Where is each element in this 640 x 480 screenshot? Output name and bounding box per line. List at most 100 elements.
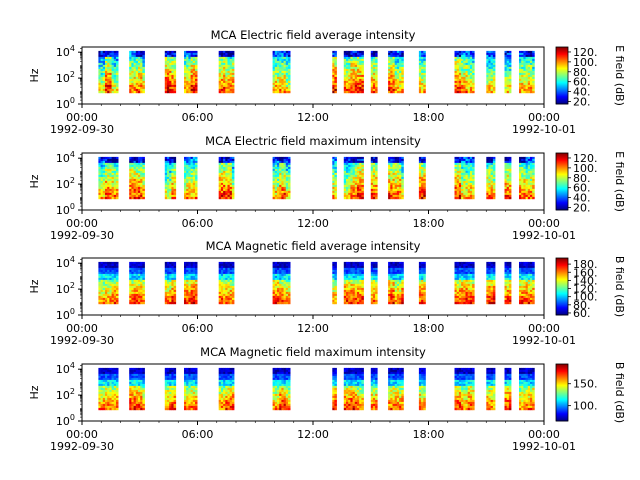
colorbar-swatch	[556, 166, 568, 168]
colorbar-swatch	[556, 189, 568, 191]
x-tick-label: 00:00	[66, 428, 98, 441]
data-block	[218, 261, 235, 305]
x-tick-label: 06:00	[182, 217, 214, 230]
data-block	[272, 367, 291, 411]
colorbar-swatch	[556, 200, 568, 202]
data-block	[486, 367, 496, 411]
colorbar-swatch	[556, 311, 568, 313]
colorbar-swatch	[556, 75, 568, 77]
y-tick-label: 100	[56, 202, 75, 217]
plot-frame	[81, 152, 545, 211]
colorbar-swatch	[556, 384, 568, 387]
x-tick-label: 00:00	[66, 111, 98, 124]
colorbar-swatch	[556, 161, 568, 163]
x-tick-label: 18:00	[413, 428, 445, 441]
y-tick-label: 100	[56, 96, 75, 111]
colorbar-swatch	[556, 160, 568, 162]
data-block	[218, 367, 235, 411]
colorbar-swatch	[556, 396, 568, 398]
data-block	[184, 261, 198, 305]
colorbar-swatch	[556, 171, 568, 173]
colorbar-swatch	[556, 388, 568, 391]
data-block	[454, 50, 475, 94]
x-tick-label: 12:00	[297, 111, 329, 124]
colorbar-swatch	[556, 177, 568, 180]
colorbar-swatch	[556, 176, 568, 179]
data-block	[454, 261, 475, 305]
colorbar-swatch	[556, 58, 568, 60]
y-tick-label: 102	[56, 176, 75, 191]
colorbar: 20.40.60.80.100.120. E field (dB)	[555, 45, 626, 109]
colorbar-swatch	[556, 51, 568, 54]
panel-1: MCA Electric field average intensity 100 1…	[28, 28, 626, 136]
colorbar: 100. 150. B field (dB)	[555, 362, 626, 423]
colorbar-swatch	[556, 72, 568, 74]
colorbar-swatch	[556, 278, 568, 281]
colorbar-swatch	[556, 397, 568, 399]
data-block	[343, 261, 364, 305]
colorbar-swatch	[556, 403, 568, 406]
x-tick-label: 00:00	[528, 111, 560, 124]
colorbar-swatch	[556, 67, 568, 70]
colorbar-swatch	[556, 203, 568, 205]
y-axis-label: Hz	[28, 385, 41, 399]
colorbar-swatch	[556, 195, 568, 198]
colorbar-swatch	[556, 301, 568, 304]
colorbar-swatch	[556, 387, 568, 390]
colorbar-swatch	[556, 383, 568, 386]
colorbar-swatch	[556, 187, 568, 189]
colorbar-swatch	[556, 95, 568, 97]
data-block	[272, 261, 291, 305]
colorbar-swatch	[556, 258, 568, 261]
data-block	[504, 261, 512, 305]
colorbar-swatch	[556, 155, 568, 158]
data-block	[454, 156, 475, 200]
colorbar-swatch	[556, 76, 568, 78]
x-tick-label: 18:00	[413, 322, 445, 335]
data-block	[370, 50, 378, 94]
colorbar-swatch	[556, 175, 568, 178]
colorbar-swatch	[556, 290, 568, 292]
colorbar-tick-label: 120.	[573, 283, 598, 296]
colorbar-swatch	[556, 271, 568, 273]
colorbar-swatch	[556, 386, 568, 389]
colorbar-swatch	[556, 70, 568, 73]
data-block	[218, 156, 235, 200]
colorbar-swatch	[556, 85, 568, 88]
colorbar-swatch	[556, 100, 568, 102]
colorbar-swatch	[556, 48, 568, 51]
colorbar-tick-label: 40.	[573, 192, 591, 205]
plot-frame	[81, 46, 545, 105]
colorbar-swatch	[556, 181, 568, 183]
colorbar-swatch	[556, 281, 568, 284]
colorbar-swatch	[556, 412, 568, 414]
colorbar-swatch	[556, 406, 568, 409]
data-block	[164, 261, 177, 305]
colorbar-frame	[555, 152, 569, 211]
colorbar-swatch	[556, 202, 568, 204]
data-block	[454, 367, 475, 411]
colorbar-swatch	[556, 310, 568, 312]
colorbar-swatch	[556, 371, 568, 373]
colorbar-tick-label: 160.	[573, 266, 598, 279]
colorbar-swatch	[556, 385, 568, 388]
colorbar-swatch	[556, 364, 568, 366]
colorbar-swatch	[556, 286, 568, 288]
colorbar-swatch	[556, 57, 568, 59]
data-block	[184, 50, 198, 94]
colorbar-swatch	[556, 274, 568, 276]
data-block	[418, 261, 426, 305]
x-tick-label: 00:00	[528, 217, 560, 230]
colorbar-swatch	[556, 65, 568, 67]
colorbar-swatch	[556, 92, 568, 94]
data-block	[129, 156, 145, 200]
colorbar-swatch	[556, 419, 568, 421]
data-block	[519, 261, 535, 305]
colorbar-swatch	[556, 170, 568, 172]
colorbar-swatch	[556, 102, 568, 104]
colorbar-swatch	[556, 186, 568, 188]
data-block	[519, 156, 535, 200]
panel-4: MCA Magnetic field maximum intensity 100 1…	[28, 345, 626, 453]
colorbar-swatch	[556, 162, 568, 164]
x-tick-label: 00:00	[66, 322, 98, 335]
